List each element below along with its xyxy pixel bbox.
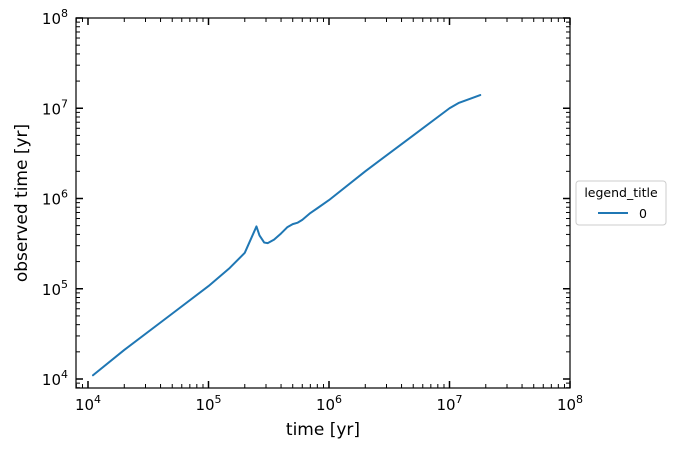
y-tick-label: 106 bbox=[42, 188, 68, 209]
x-axis-label: time [yr] bbox=[286, 420, 360, 440]
y-tick-label: 108 bbox=[42, 7, 68, 28]
series-line-0 bbox=[91, 94, 482, 377]
x-tick-label: 106 bbox=[316, 393, 342, 414]
x-tick-label: 105 bbox=[195, 393, 221, 414]
x-tick-label: 108 bbox=[557, 393, 583, 414]
legend-label-series-0: 0 bbox=[639, 206, 647, 221]
y-tick-label: 105 bbox=[42, 278, 68, 299]
series-layer bbox=[91, 94, 482, 377]
y-axis-label: observed time [yr] bbox=[12, 124, 32, 282]
ticks-layer bbox=[75, 17, 571, 389]
x-tick-label: 107 bbox=[436, 393, 462, 414]
tick-labels-layer: 104 105 106 107 108 104 105 106 107 108 bbox=[42, 7, 583, 414]
x-tick-label: 104 bbox=[75, 393, 101, 414]
plot-frame bbox=[75, 17, 571, 389]
y-tick-label: 104 bbox=[42, 368, 68, 389]
legend-title: legend_title bbox=[584, 185, 658, 200]
y-tick-label: 107 bbox=[42, 97, 68, 118]
legend: legend_title 0 bbox=[575, 180, 667, 226]
